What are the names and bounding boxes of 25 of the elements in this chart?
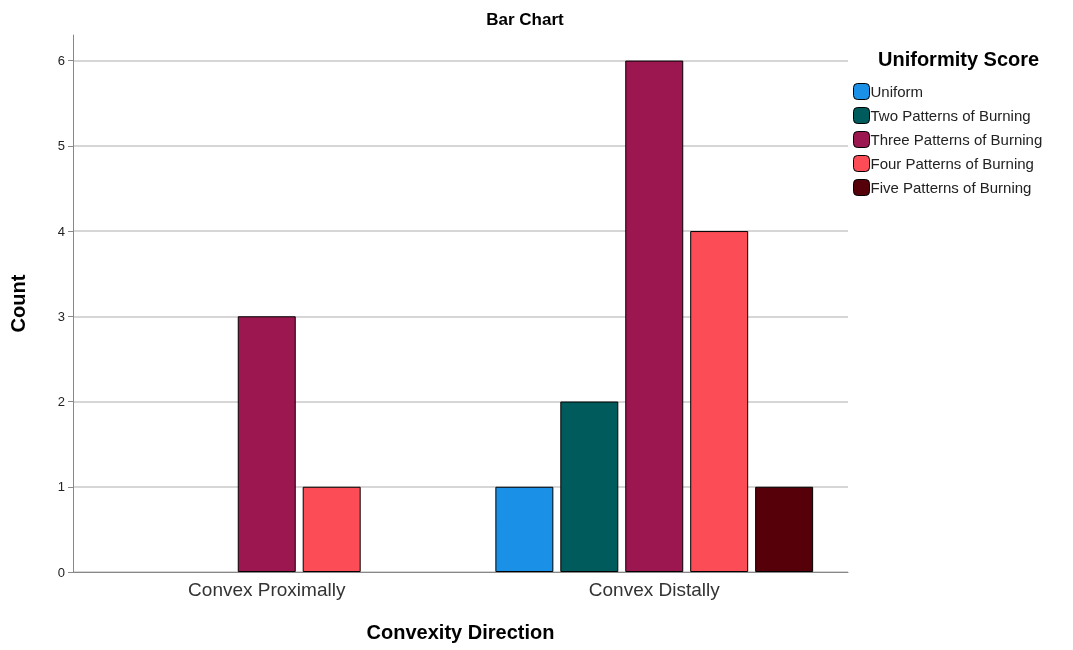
bar xyxy=(302,486,361,572)
bar xyxy=(690,231,749,572)
legend-label: Uniform xyxy=(870,83,924,100)
y-tick-label: 3 xyxy=(57,308,65,324)
bar xyxy=(560,401,619,572)
y-tick-label: 2 xyxy=(57,394,65,410)
x-tick-label: Convex Proximally xyxy=(188,579,346,600)
x-axis-title: Convexity Direction xyxy=(366,621,555,643)
y-tick-label: 4 xyxy=(57,223,65,239)
x-tick-label: Convex Distally xyxy=(588,579,721,600)
y-axis-title: Count xyxy=(7,274,29,333)
y-tick-label: 5 xyxy=(57,138,65,154)
bar xyxy=(495,486,554,572)
bar xyxy=(755,486,814,572)
chart-title: Bar Chart xyxy=(486,10,565,29)
y-tick-label: 1 xyxy=(57,479,65,495)
legend-title: Uniformity Score xyxy=(878,48,1040,70)
legend-label: Five Patterns of Burning xyxy=(870,179,1032,196)
bar xyxy=(625,60,684,572)
legend-label: Three Patterns of Burning xyxy=(870,131,1043,148)
legend-label: Four Patterns of Burning xyxy=(870,155,1034,172)
y-tick-label: 6 xyxy=(57,53,65,69)
y-tick-label: 0 xyxy=(57,564,65,580)
legend-label: Two Patterns of Burning xyxy=(870,107,1031,124)
bar xyxy=(237,316,296,572)
